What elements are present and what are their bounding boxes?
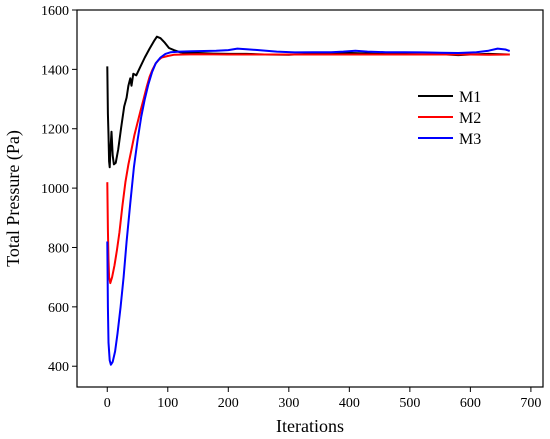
- series-layer: [106, 35, 511, 366]
- x-axis: 0 100 200 300 400 500 600 700: [104, 387, 541, 411]
- x-tick-label: 0: [104, 396, 111, 411]
- x-axis-title: Iterations: [276, 416, 344, 436]
- legend-label: M2: [459, 110, 481, 127]
- series-line-m1: [106, 35, 510, 169]
- x-tick-label: 500: [399, 396, 420, 411]
- series-line-m2: [106, 53, 510, 285]
- plot-frame: [76, 9, 544, 388]
- x-tick-label: 100: [157, 396, 178, 411]
- x-tick-label: 700: [520, 396, 541, 411]
- y-axis-title: Total Pressure (Pa): [3, 130, 24, 267]
- x-tick-label: 200: [218, 396, 239, 411]
- legend-label: M3: [459, 131, 481, 148]
- y-tick-label: 1400: [41, 63, 69, 78]
- x-tick-label: 600: [460, 396, 481, 411]
- series-line-m3: [106, 47, 511, 366]
- y-axis: 400 600 800 1000 1200 1400 1600: [41, 4, 77, 375]
- y-tick-label: 1000: [41, 182, 69, 197]
- legend-label: M1: [459, 89, 481, 106]
- y-tick-label: 400: [48, 360, 69, 375]
- y-tick-label: 800: [48, 241, 69, 256]
- x-tick-label: 300: [278, 396, 299, 411]
- legend: M1 M2 M3: [418, 89, 481, 148]
- x-tick-label: 400: [339, 396, 360, 411]
- plot-border: [76, 9, 544, 388]
- y-tick-label: 1600: [41, 4, 69, 19]
- y-tick-label: 600: [48, 301, 69, 316]
- y-tick-label: 1200: [41, 123, 69, 138]
